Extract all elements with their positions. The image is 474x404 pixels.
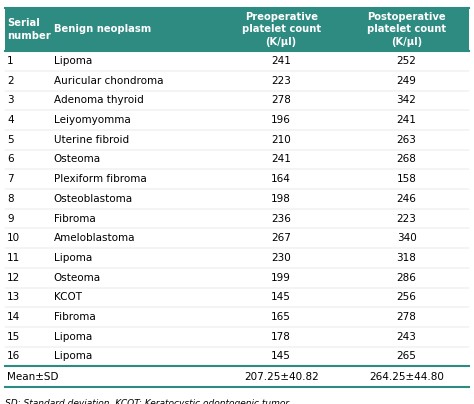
Text: 241: 241 [271,56,291,66]
Text: 1: 1 [7,56,14,66]
Text: Benign neoplasm: Benign neoplasm [54,24,151,34]
Text: Ameloblastoma: Ameloblastoma [54,233,135,243]
Text: Serial
number: Serial number [7,18,51,40]
Text: Uterine fibroid: Uterine fibroid [54,135,128,145]
Text: 342: 342 [397,95,417,105]
Text: KCOT: KCOT [54,292,82,302]
Text: 6: 6 [7,154,14,164]
Text: Osteoma: Osteoma [54,273,100,283]
Text: 158: 158 [397,174,417,184]
Text: 165: 165 [271,312,291,322]
Text: 268: 268 [397,154,417,164]
Text: 145: 145 [271,351,291,362]
Text: 10: 10 [7,233,20,243]
Text: Postoperative
platelet count
(K/μl): Postoperative platelet count (K/μl) [367,12,446,47]
Text: 5: 5 [7,135,14,145]
Text: 178: 178 [271,332,291,342]
Text: Preoperative
platelet count
(K/μl): Preoperative platelet count (K/μl) [242,12,321,47]
Text: 4: 4 [7,115,14,125]
Text: 267: 267 [271,233,291,243]
Text: Lipoma: Lipoma [54,253,92,263]
Text: 265: 265 [397,351,417,362]
Text: Lipoma: Lipoma [54,332,92,342]
Text: 9: 9 [7,214,14,223]
Text: Osteoblastoma: Osteoblastoma [54,194,133,204]
Text: 252: 252 [397,56,417,66]
Text: 3: 3 [7,95,14,105]
Text: SD: Standard deviation, KCOT: Keratocystic odontogenic tumor: SD: Standard deviation, KCOT: Keratocyst… [5,398,289,404]
Text: 236: 236 [271,214,291,223]
Text: Auricular chondroma: Auricular chondroma [54,76,163,86]
Text: 16: 16 [7,351,20,362]
Text: 243: 243 [397,332,417,342]
Text: 230: 230 [271,253,291,263]
Text: 11: 11 [7,253,20,263]
Text: 223: 223 [397,214,417,223]
Text: 256: 256 [397,292,417,302]
Text: 246: 246 [397,194,417,204]
Text: 241: 241 [397,115,417,125]
Text: 145: 145 [271,292,291,302]
Text: 199: 199 [271,273,291,283]
Text: 263: 263 [397,135,417,145]
Text: 2: 2 [7,76,14,86]
Text: Leiyomyomma: Leiyomyomma [54,115,130,125]
Text: 207.25±40.82: 207.25±40.82 [244,372,319,382]
Text: Mean±SD: Mean±SD [7,372,59,382]
Text: Plexiform fibroma: Plexiform fibroma [54,174,146,184]
Text: 264.25±44.80: 264.25±44.80 [369,372,444,382]
Text: 12: 12 [7,273,20,283]
Text: Lipoma: Lipoma [54,56,92,66]
Text: 318: 318 [397,253,417,263]
Text: Adenoma thyroid: Adenoma thyroid [54,95,143,105]
Text: 210: 210 [271,135,291,145]
Text: 14: 14 [7,312,20,322]
Text: 340: 340 [397,233,417,243]
Text: 15: 15 [7,332,20,342]
Text: 241: 241 [271,154,291,164]
Text: Fibroma: Fibroma [54,214,95,223]
Text: 198: 198 [271,194,291,204]
Text: 249: 249 [397,76,417,86]
Text: Osteoma: Osteoma [54,154,100,164]
Text: 278: 278 [271,95,291,105]
Text: 286: 286 [397,273,417,283]
Text: 8: 8 [7,194,14,204]
FancyBboxPatch shape [5,8,469,51]
Text: 278: 278 [397,312,417,322]
Text: Fibroma: Fibroma [54,312,95,322]
Text: 164: 164 [271,174,291,184]
Text: 13: 13 [7,292,20,302]
Text: 7: 7 [7,174,14,184]
Text: 223: 223 [271,76,291,86]
Text: 196: 196 [271,115,291,125]
Text: Lipoma: Lipoma [54,351,92,362]
